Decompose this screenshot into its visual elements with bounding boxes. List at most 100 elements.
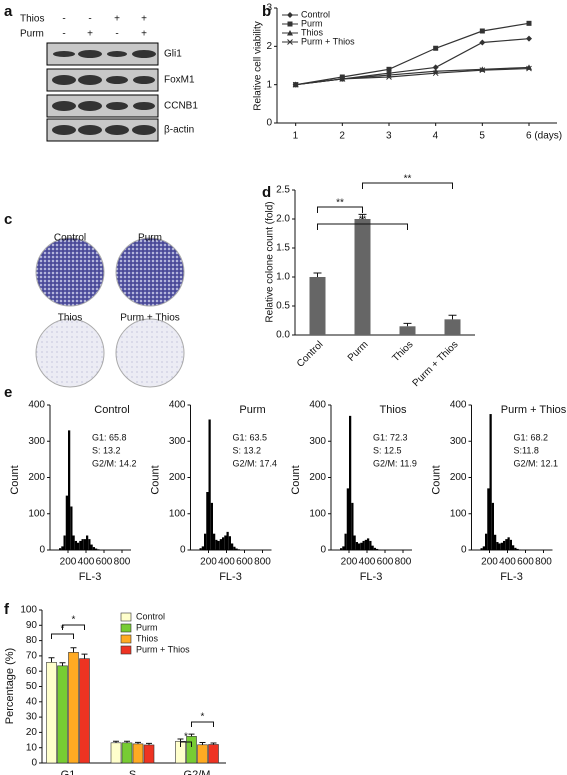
annotation: **: [336, 198, 344, 209]
chart-title: Control: [94, 404, 129, 416]
hist-bar: [235, 548, 238, 550]
error-bar: [448, 314, 457, 320]
panel-letter: c: [4, 211, 12, 228]
y-tick-label: 2.5: [276, 185, 290, 196]
stats-label: G1: 72.3: [373, 432, 408, 442]
hist-bar: [346, 488, 349, 550]
hist-bar: [480, 548, 483, 550]
bar: [57, 665, 68, 764]
stats-label: G1: 63.5: [233, 432, 268, 442]
axes: [190, 405, 272, 551]
stats-label: G1: 68.2: [514, 432, 549, 442]
hist-bar: [72, 535, 75, 550]
hist-bar: [74, 540, 77, 550]
legend-swatch: [120, 645, 132, 655]
y-axis-label: Count: [9, 465, 21, 494]
panel-letter: d: [262, 184, 271, 201]
hist-bar: [79, 540, 82, 550]
y-tick-label: 200: [28, 472, 45, 483]
x-tick-label: 600: [517, 557, 534, 568]
x-tick-label: 400: [78, 557, 95, 568]
legend-label: Thios: [136, 633, 159, 643]
marker: [292, 81, 299, 88]
hist-bar: [353, 535, 356, 550]
y-tick-label: 400: [309, 400, 326, 411]
bracket: [191, 721, 214, 727]
y-tick-label: 100: [20, 605, 37, 616]
bar: [354, 219, 371, 335]
x-tick-label: 800: [254, 557, 271, 568]
y-tick-label: 0.0: [276, 330, 290, 341]
stats-label: G1: 65.8: [92, 432, 127, 442]
marker: [287, 12, 293, 18]
panel-letter: b: [262, 3, 271, 20]
y-tick-label: 3: [266, 3, 272, 14]
x-tick-label: 600: [377, 557, 394, 568]
bracket: [62, 624, 85, 630]
bracket: [180, 741, 192, 747]
y-tick-label: 0: [180, 545, 186, 556]
y-tick-label: 0: [39, 545, 45, 556]
hist-bar: [373, 547, 376, 550]
y-tick-label: 2.0: [276, 214, 290, 225]
bar: [79, 658, 90, 764]
y-axis-label: Count: [149, 465, 161, 494]
x-tick-label: 400: [359, 557, 376, 568]
marker: [386, 72, 392, 78]
hist-bar: [206, 492, 209, 550]
blot-sign: -: [62, 14, 65, 25]
marker: [386, 66, 392, 72]
blot-sign: +: [114, 14, 120, 25]
legend-label: Purm: [301, 18, 323, 28]
blot-sign: -: [62, 29, 65, 40]
bar: [444, 319, 461, 335]
dish-label: Purm: [138, 233, 162, 244]
y-tick-label: 70: [26, 651, 38, 662]
hist-bar: [222, 537, 225, 550]
marker: [287, 39, 293, 45]
bracket: [362, 182, 453, 189]
y-tick-label: 200: [309, 472, 326, 483]
bar: [208, 744, 219, 764]
hist-bar: [92, 547, 95, 550]
hist-bar: [512, 545, 515, 550]
x-tick-label: 400: [499, 557, 516, 568]
hist-bar: [342, 546, 345, 550]
hist-bar: [97, 549, 100, 550]
hist-bar: [219, 539, 222, 550]
hist-bar: [231, 543, 234, 550]
hist-bar: [63, 535, 66, 550]
y-tick-label: 400: [28, 400, 45, 411]
band-label: β-actin: [164, 125, 194, 136]
x-tick-label: 200: [60, 557, 77, 568]
y-tick-label: 0: [266, 118, 272, 129]
panel-letter: f: [4, 601, 10, 618]
y-tick-label: 400: [169, 400, 186, 411]
hist-bar: [340, 548, 343, 550]
hist-bar: [355, 542, 358, 550]
blot-row-label: Purm: [20, 29, 44, 40]
x-tick-label: 200: [341, 557, 358, 568]
y-axis-label: Relative colone count (fold): [265, 201, 276, 322]
legend-swatch: [120, 612, 132, 622]
axes: [49, 405, 131, 551]
bar: [121, 742, 133, 764]
y-tick-label: 300: [169, 436, 186, 447]
hist-bar: [226, 531, 229, 550]
x-tick-label: G1: [61, 769, 76, 775]
hist-bar: [496, 542, 499, 550]
annotation: *: [201, 712, 205, 723]
marker: [432, 70, 439, 77]
stats-label: G2/M: 17.4: [233, 458, 278, 468]
hist-bar: [61, 546, 64, 550]
hist-bar: [364, 539, 367, 550]
hist-bar: [88, 539, 91, 550]
error-bar: [135, 741, 141, 744]
y-axis-label: Count: [290, 465, 302, 494]
y-tick-label: 300: [450, 436, 467, 447]
y-tick-label: 400: [450, 400, 467, 411]
y-tick-label: 100: [169, 508, 186, 519]
y-tick-label: 20: [26, 727, 38, 738]
y-tick-label: 0: [31, 758, 37, 769]
